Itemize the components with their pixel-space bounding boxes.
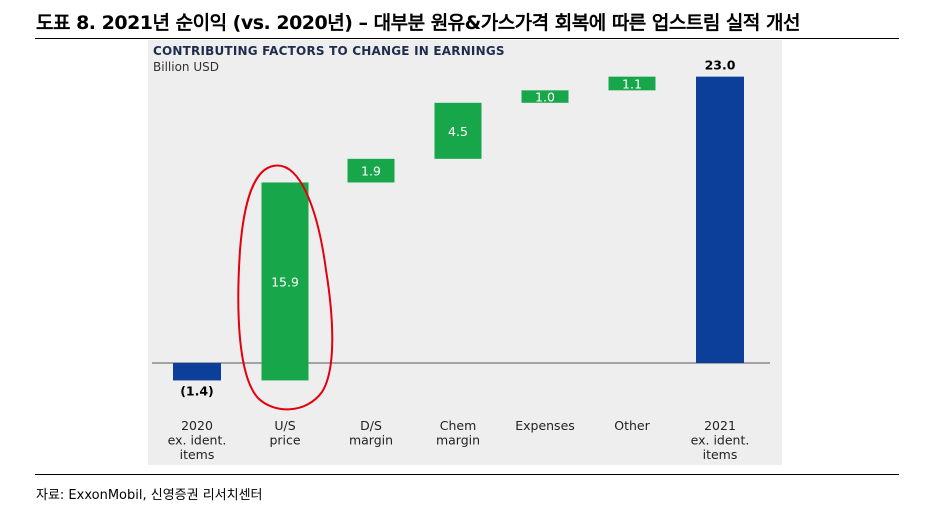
category-label-2-0: D/S <box>360 418 382 433</box>
category-label-6-1: ex. ident. <box>691 433 750 448</box>
bar-value-label-5: 1.1 <box>622 76 642 91</box>
category-label-5-0: Other <box>614 418 650 433</box>
bar-2 <box>347 158 395 183</box>
source-note: 자료: ExxonMobil, 신영증권 리서치센터 <box>36 488 263 503</box>
category-label-2-1: margin <box>349 433 393 448</box>
bar-value-label-4: 1.0 <box>535 90 555 105</box>
bar-5 <box>608 76 656 91</box>
bar-3 <box>434 102 482 159</box>
bar-4 <box>521 90 569 103</box>
category-label-6-0: 2021 <box>704 418 736 433</box>
figure-title: 도표 8. 2021년 순이익 (vs. 2020년) – 대부분 원유&가스가… <box>36 12 800 34</box>
bar-6 <box>696 76 744 364</box>
bar-value-label-2: 1.9 <box>361 164 381 179</box>
category-label-0-1: ex. ident. <box>168 433 227 448</box>
category-label-3-0: Chem <box>440 418 477 433</box>
annotation-circle <box>237 164 334 411</box>
bottom-divider <box>35 474 899 475</box>
category-label-3-1: margin <box>436 433 480 448</box>
bar-value-label-3: 4.5 <box>448 124 468 139</box>
top-divider <box>35 38 899 39</box>
category-label-6-2: items <box>703 447 738 462</box>
bar-value-label-1: 15.9 <box>271 274 299 289</box>
bar-value-label-6: 23.0 <box>705 58 736 73</box>
category-label-0-0: 2020 <box>181 418 213 433</box>
bar-0 <box>173 363 221 381</box>
category-label-1-0: U/S <box>274 418 295 433</box>
chart-unit-label: Billion USD <box>153 60 219 74</box>
chart-title: CONTRIBUTING FACTORS TO CHANGE IN EARNIN… <box>153 44 505 58</box>
bar-1 <box>261 182 309 381</box>
bar-value-label-0: (1.4) <box>180 383 214 398</box>
category-label-0-2: items <box>180 447 215 462</box>
category-label-1-1: price <box>269 433 300 448</box>
category-label-4-0: Expenses <box>515 418 575 433</box>
